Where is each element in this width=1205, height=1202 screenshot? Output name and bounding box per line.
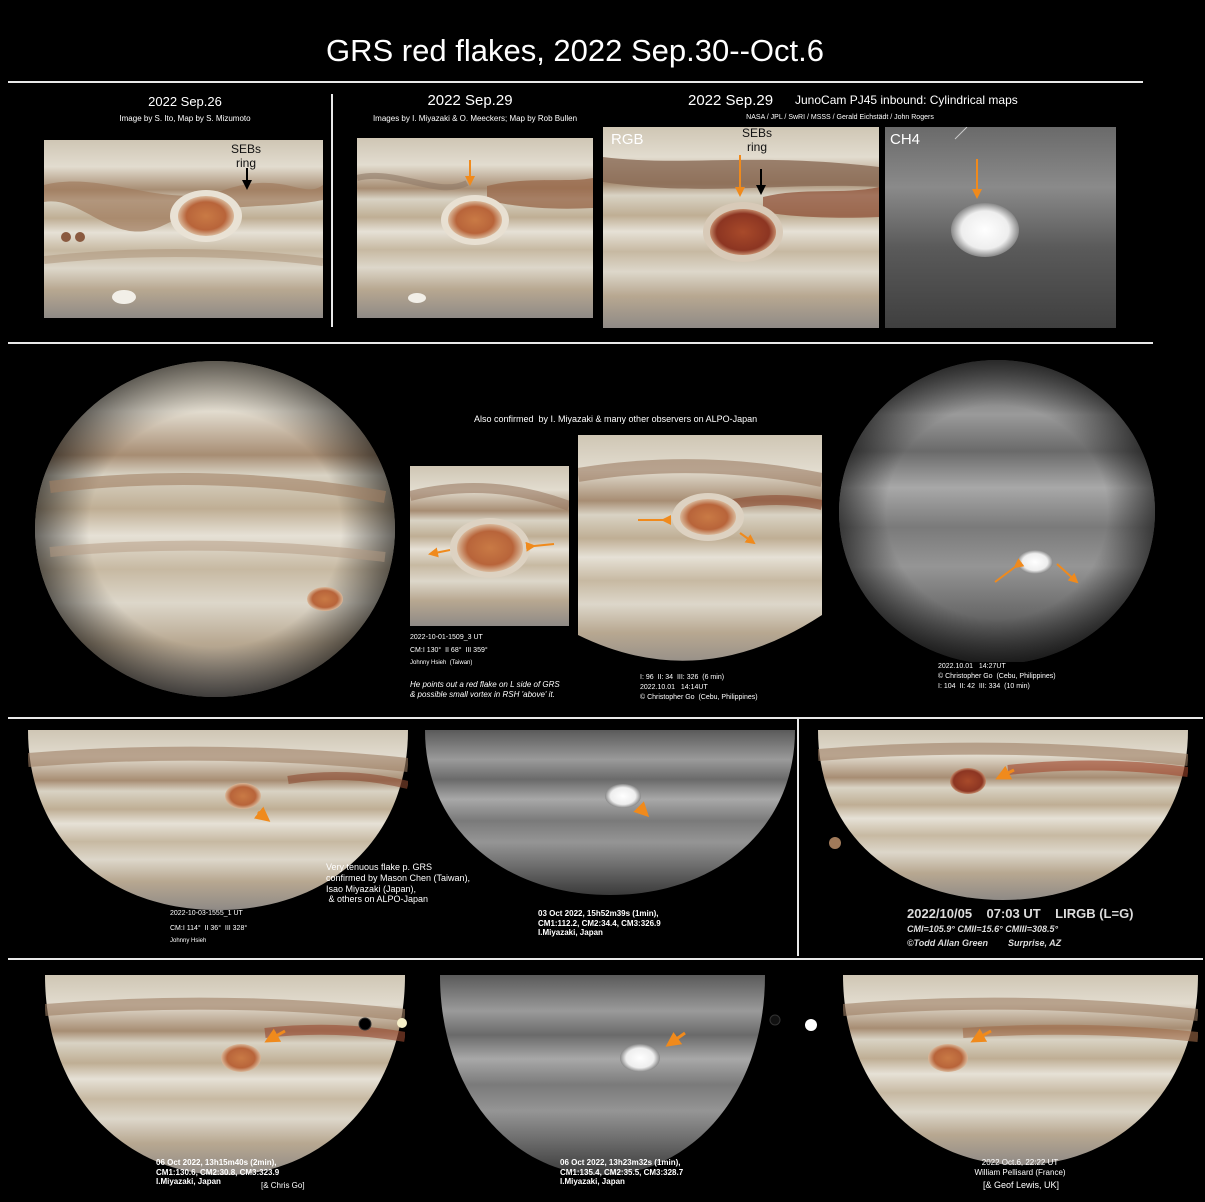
hsieh-closeup <box>410 466 569 626</box>
miyazaki-oct03-ch4 <box>425 730 795 895</box>
divider <box>797 718 799 956</box>
chris-go-credit: [& Chris Go] <box>261 1181 305 1190</box>
moon-icon <box>805 1019 817 1031</box>
go1-info-1: I: 96 II: 34 III: 326 (6 min) <box>640 674 725 681</box>
pellisard-info: 2022 Oct.6, 22:22 UT William Pellisard (… <box>974 1158 1066 1177</box>
jupiter-oct03-hsieh <box>28 730 408 910</box>
panel-a-credit: Image by S. Ito, Map by S. Mizumoto <box>119 114 251 123</box>
tenuous-note: Very tenuous flake p. GRS confirmed by M… <box>326 862 471 905</box>
moon-icon <box>829 837 841 849</box>
map-sep29 <box>357 138 593 318</box>
miyazaki-oct06b-info: 06 Oct 2022, 13h23m32s (1min), CM1:135.4… <box>560 1158 684 1187</box>
go2-info-1: 2022.10.01 14:27UT <box>938 663 1006 670</box>
map-sep26 <box>44 140 323 318</box>
divider <box>8 717 1203 719</box>
panel-b-date: 2022 Sep.29 <box>427 92 513 109</box>
divider <box>331 94 333 327</box>
hsieh-info-2: CM:I 130° II 68° III 359° <box>410 647 488 654</box>
seb-ring-label: SEBs ring <box>230 142 261 171</box>
divider <box>8 342 1153 344</box>
hsieh-info-1: 2022-10-01-1509_3 UT <box>410 634 483 641</box>
panel-b-credit: Images by I. Miyazaki & O. Meeckers; Map… <box>372 114 578 123</box>
go2-info-3: I: 104 II: 42 III: 334 (10 min) <box>938 683 1030 690</box>
panel-a-date: 2022 Sep.26 <box>148 94 222 109</box>
moon-shadow-icon <box>358 1017 372 1031</box>
divider <box>8 81 1143 83</box>
hsieh2-info-2: CM:I 114° II 36° III 328° <box>170 925 248 932</box>
arrow-icon <box>242 168 252 190</box>
junocam-rgb-map <box>603 127 879 328</box>
moon-icon <box>397 1018 407 1028</box>
miyazaki-oct06-color <box>45 975 405 1175</box>
panel-c-subtitle: JunoCam PJ45 inbound: Cylindrical maps <box>795 93 1018 107</box>
miyazaki-oct06a-info: 06 Oct 2022, 13h15m40s (2min), CM1:130.6… <box>156 1158 280 1187</box>
panel-c-date: 2022 Sep.29 <box>688 92 774 109</box>
moon-shadow-icon <box>769 1014 781 1026</box>
green-info-2: CMI=105.9° CMII=15.6° CMIII=308.5° <box>907 924 1059 934</box>
miyazaki-oct03-info: 03 Oct 2022, 15h52m39s (1min), CM1:112.2… <box>538 909 661 938</box>
lewis-credit: [& Geof Lewis, UK] <box>983 1180 1060 1190</box>
hsieh2-info-3: Johnny Hsieh <box>170 938 207 944</box>
seb-ring-label-juno: SEBs ring <box>741 126 772 155</box>
hsieh-note: He points out a red flake on L side of G… <box>410 680 560 699</box>
go1-info-3: © Christopher Go (Cebu, Philippines) <box>640 694 758 701</box>
divider <box>8 958 1203 960</box>
miyazaki-oct06-ch4 <box>440 975 765 1175</box>
hsieh2-info-1: 2022-10-03-1555_1 UT <box>170 910 243 917</box>
panel-c-credit: NASA / JPL / SwRI / MSSS / Gerald Eichst… <box>746 114 934 121</box>
green-oct05 <box>818 730 1188 900</box>
green-info-1: 2022/10/05 07:03 UT LIRGB (L=G) <box>907 906 1134 921</box>
rgb-label: RGB <box>611 131 644 148</box>
ch4-label: CH4 <box>890 131 921 148</box>
go-closeup-color <box>578 435 822 670</box>
junocam-ch4-map <box>885 127 1116 328</box>
go2-info-2: © Christopher Go (Cebu, Philippines) <box>938 673 1056 680</box>
hsieh-info-3: Johnny Hsieh (Taiwan) <box>410 660 473 666</box>
page-title: GRS red flakes, 2022 Sep.30--Oct.6 <box>326 33 824 68</box>
pellisard-oct06 <box>843 975 1198 1165</box>
green-info-3: ©Todd Allan Green Surprise, AZ <box>907 938 1062 948</box>
jupiter-full-disk <box>35 361 395 697</box>
go1-info-2: 2022.10.01 14:14UT <box>640 684 708 691</box>
go-disk-ch4 <box>833 352 1161 662</box>
confirmed-note: Also confirmed by I. Miyazaki & many oth… <box>474 414 758 424</box>
